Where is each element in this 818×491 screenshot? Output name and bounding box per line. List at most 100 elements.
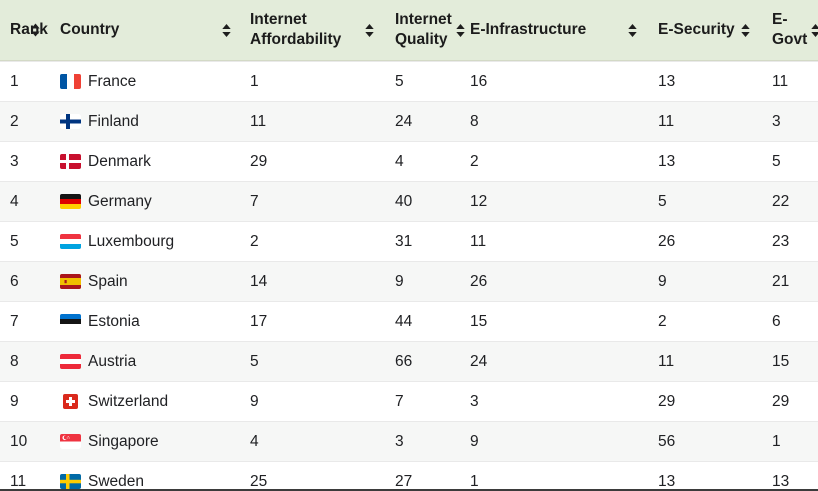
column-header-e-infrastructure[interactable]: E-Infrastructure	[462, 0, 650, 60]
country-cell: Estonia	[52, 313, 240, 331]
internet-affordability-cell: 1	[250, 72, 259, 90]
e-govt-cell: 11	[772, 72, 789, 90]
country-name: Sweden	[88, 472, 145, 490]
column-label-rank: Rank	[10, 21, 48, 38]
e-govt-cell: 6	[772, 312, 781, 330]
e-infrastructure-cell: 2	[470, 152, 479, 170]
column-label-e-govt: E-Govt	[772, 11, 808, 48]
internet-quality-cell: 9	[395, 272, 404, 290]
e-security-cell: 13	[658, 472, 676, 490]
internet-affordability-cell: 17	[250, 312, 268, 330]
e-security-cell: 56	[658, 432, 676, 450]
country-name: Spain	[88, 272, 128, 290]
table-body: 1 France 1 5 16 13 11 2 Finland 11 24 8 …	[0, 61, 818, 490]
e-security-cell: 13	[658, 72, 676, 90]
internet-quality-cell: 24	[395, 112, 413, 130]
country-name: Germany	[88, 192, 152, 210]
country-cell: Luxembourg	[52, 233, 240, 251]
e-security-cell: 11	[658, 112, 675, 130]
internet-quality-cell: 5	[395, 72, 404, 90]
rank-cell: 11	[10, 472, 27, 490]
country-name: Austria	[88, 352, 137, 370]
column-header-internet-quality[interactable]: Internet Quality	[385, 0, 465, 60]
e-infrastructure-cell: 16	[470, 72, 488, 90]
internet-affordability-cell: 7	[250, 192, 259, 210]
internet-affordability-cell: 9	[250, 392, 259, 410]
singapore-flag	[60, 434, 81, 449]
e-security-cell: 9	[658, 272, 667, 290]
denmark-flag	[60, 154, 81, 169]
internet-affordability-cell: 11	[250, 112, 267, 130]
table-row: 10 Singapore 4 3 9 56 1	[0, 421, 818, 461]
column-header-e-govt[interactable]: E-Govt	[762, 0, 818, 60]
e-infrastructure-cell: 12	[470, 192, 488, 210]
e-govt-cell: 21	[772, 272, 790, 290]
e-security-cell: 11	[658, 352, 675, 370]
rank-cell: 5	[10, 232, 19, 250]
e-security-cell: 29	[658, 392, 676, 410]
country-cell: Germany	[52, 193, 240, 211]
e-govt-cell: 29	[772, 392, 790, 410]
sort-arrows-icon[interactable]	[222, 23, 231, 37]
table-row: 2 Finland 11 24 8 11 3	[0, 101, 818, 141]
austria-flag	[60, 354, 81, 369]
internet-quality-cell: 27	[395, 472, 413, 490]
sort-arrows-icon[interactable]	[365, 23, 374, 37]
e-govt-cell: 13	[772, 472, 790, 490]
rank-cell: 10	[10, 432, 28, 450]
country-cell: Sweden	[52, 472, 240, 490]
column-header-rank[interactable]: Rank	[0, 0, 52, 60]
e-security-cell: 2	[658, 312, 667, 330]
column-label-internet-affordability: Internet Affordability	[250, 11, 342, 48]
column-header-internet-affordability[interactable]: Internet Affordability	[240, 0, 385, 60]
internet-quality-cell: 4	[395, 152, 404, 170]
column-header-e-security[interactable]: E-Security	[650, 0, 762, 60]
sweden-flag	[60, 474, 81, 489]
finland-flag	[60, 114, 81, 129]
table-row: 3 Denmark 29 4 2 13 5	[0, 141, 818, 181]
e-govt-cell: 23	[772, 232, 790, 250]
e-infrastructure-cell: 26	[470, 272, 488, 290]
column-label-country: Country	[60, 21, 120, 38]
e-infrastructure-cell: 1	[470, 472, 479, 490]
rank-cell: 2	[10, 112, 19, 130]
rank-cell: 3	[10, 152, 19, 170]
internet-affordability-cell: 4	[250, 432, 259, 450]
sort-arrows-icon[interactable]	[811, 23, 818, 37]
internet-quality-cell: 44	[395, 312, 413, 330]
internet-quality-cell: 3	[395, 432, 404, 450]
table-header-row: Rank Country Internet Affordability Inte…	[0, 0, 818, 61]
e-govt-cell: 1	[772, 432, 781, 450]
germany-flag	[60, 194, 81, 209]
country-cell: Finland	[52, 113, 240, 131]
rank-cell: 7	[10, 312, 19, 330]
rank-cell: 1	[10, 72, 19, 90]
luxembourg-flag	[60, 234, 81, 249]
rank-cell: 8	[10, 352, 19, 370]
country-cell: France	[52, 73, 240, 91]
e-govt-cell: 15	[772, 352, 790, 370]
sort-arrows-icon[interactable]	[456, 23, 465, 37]
internet-affordability-cell: 29	[250, 152, 268, 170]
table-row: 7 Estonia 17 44 15 2 6	[0, 301, 818, 341]
rank-cell: 4	[10, 192, 19, 210]
column-label-e-infrastructure: E-Infrastructure	[470, 21, 587, 38]
country-name: Luxembourg	[88, 232, 175, 250]
rank-cell: 9	[10, 392, 19, 410]
country-name: Denmark	[88, 152, 151, 170]
country-cell: Austria	[52, 353, 240, 371]
internet-affordability-cell: 14	[250, 272, 268, 290]
e-security-cell: 26	[658, 232, 676, 250]
table-row: 5 Luxembourg 2 31 11 26 23	[0, 221, 818, 261]
country-name: Estonia	[88, 312, 140, 330]
internet-quality-cell: 66	[395, 352, 413, 370]
sort-arrows-icon[interactable]	[31, 23, 40, 37]
country-name: France	[88, 72, 137, 90]
e-infrastructure-cell: 3	[470, 392, 479, 410]
country-name: Switzerland	[88, 392, 169, 410]
country-cell: Switzerland	[52, 393, 240, 411]
sort-arrows-icon[interactable]	[628, 23, 637, 37]
sort-arrows-icon[interactable]	[741, 23, 750, 37]
column-header-country[interactable]: Country	[52, 0, 240, 60]
table-row: 1 France 1 5 16 13 11	[0, 61, 818, 101]
